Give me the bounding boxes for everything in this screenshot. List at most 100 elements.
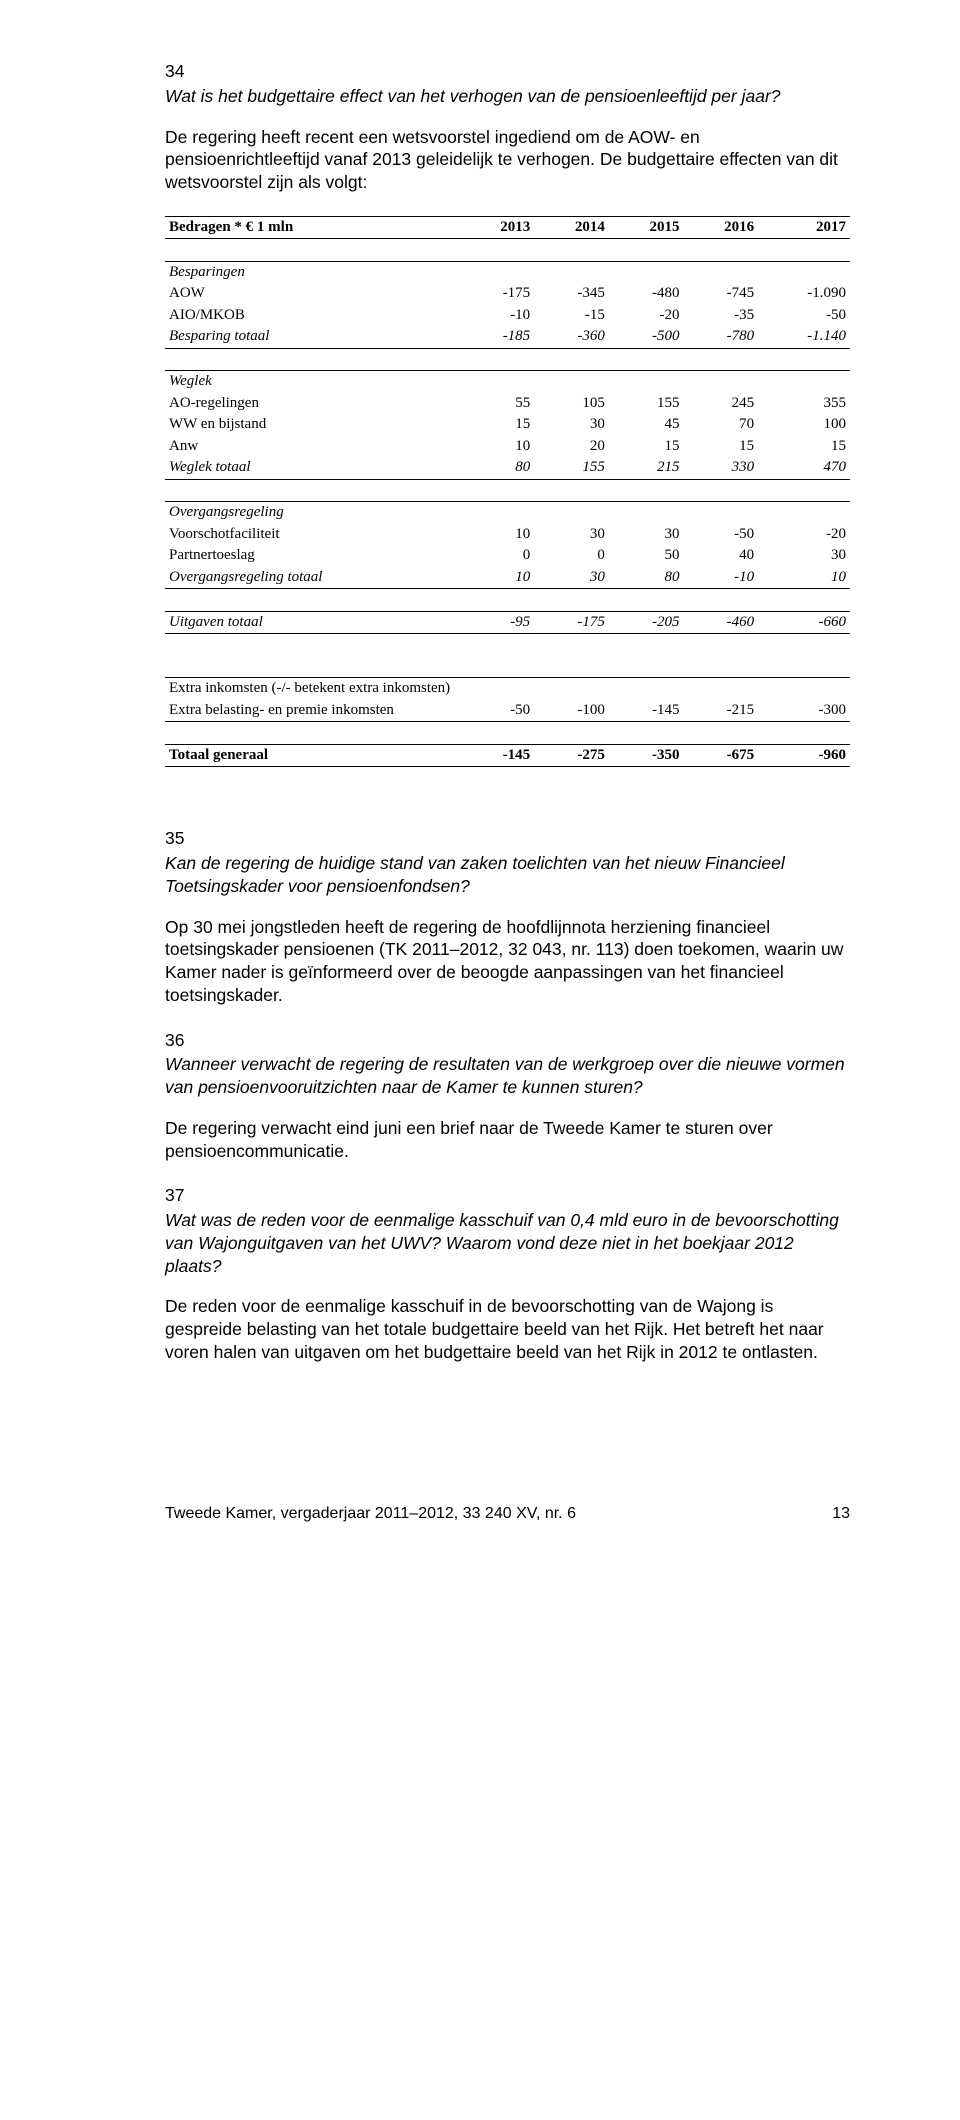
cell: -460 [683,611,758,634]
header-year: 2017 [758,216,850,239]
cell: -745 [683,283,758,305]
page-footer: Tweede Kamer, vergaderjaar 2011–2012, 33… [165,1504,850,1525]
cell: -185 [460,326,535,348]
cell: 15 [683,436,758,458]
row-label: Besparing totaal [165,326,460,348]
spacer-row [165,348,850,371]
q36-question: Wanneer verwacht de regering de resultat… [165,1053,850,1099]
q34-num: 34 [165,60,850,83]
cell: 80 [609,567,684,589]
cell: 45 [609,414,684,436]
cell: 0 [534,545,609,567]
cell: -10 [683,567,758,589]
row-label: AO-regelingen [165,393,460,415]
cell: 10 [758,567,850,589]
cell: -300 [758,700,850,722]
section-label: Extra inkomsten (-/- betekent extra inko… [165,678,850,700]
row-aow: AOW -175 -345 -480 -745 -1.090 [165,283,850,305]
header-label: Bedragen * € 1 mln [165,216,460,239]
row-besparing-totaal: Besparing totaal -185 -360 -500 -780 -1.… [165,326,850,348]
cell: 10 [460,436,535,458]
table-header-row: Bedragen * € 1 mln 2013 2014 2015 2016 2… [165,216,850,239]
row-label: Weglek totaal [165,457,460,479]
cell: 330 [683,457,758,479]
header-year: 2013 [460,216,535,239]
q35-question: Kan de regering de huidige stand van zak… [165,852,850,898]
cell: 15 [460,414,535,436]
row-label: Partnertoeslag [165,545,460,567]
cell: 355 [758,393,850,415]
row-aio: AIO/MKOB -10 -15 -20 -35 -50 [165,305,850,327]
cell: -10 [460,305,535,327]
q37-num: 37 [165,1184,850,1207]
cell: 10 [460,567,535,589]
spacer-row [165,479,850,502]
section-label: Besparingen [165,261,460,283]
cell: -145 [609,700,684,722]
row-label: Anw [165,436,460,458]
row-label: Extra belasting- en premie inkomsten [165,700,460,722]
cell: 40 [683,545,758,567]
q34-question: Wat is het budgettaire effect van het ve… [165,85,850,108]
footer-page-number: 13 [832,1504,850,1525]
cell: 30 [534,414,609,436]
row-weglek-totaal: Weglek totaal 80 155 215 330 470 [165,457,850,479]
cell: -15 [534,305,609,327]
row-label: AOW [165,283,460,305]
cell: 100 [758,414,850,436]
row-voorschot: Voorschotfaciliteit 10 30 30 -50 -20 [165,524,850,546]
overgang-head: Overgangsregeling [165,502,850,524]
cell: 155 [534,457,609,479]
cell: 30 [609,524,684,546]
cell: 30 [534,567,609,589]
cell: -1.090 [758,283,850,305]
cell: -20 [609,305,684,327]
cell: -100 [534,700,609,722]
spacer-row [165,589,850,612]
section-label: Overgangsregeling [165,502,460,524]
row-ww: WW en bijstand 15 30 45 70 100 [165,414,850,436]
cell: -175 [460,283,535,305]
row-label: Overgangsregeling totaal [165,567,460,589]
spacer-row [165,656,850,678]
cell: 215 [609,457,684,479]
cell: -960 [758,744,850,767]
row-extra-bel: Extra belasting- en premie inkomsten -50… [165,700,850,722]
cell: 70 [683,414,758,436]
besparingen-head: Besparingen [165,261,850,283]
header-year: 2014 [534,216,609,239]
cell: 105 [534,393,609,415]
row-uitgaven-totaal: Uitgaven totaal -95 -175 -205 -460 -660 [165,611,850,634]
q36-num: 36 [165,1029,850,1052]
cell: -20 [758,524,850,546]
row-anw: Anw 10 20 15 15 15 [165,436,850,458]
spacer-row [165,239,850,262]
cell: 50 [609,545,684,567]
spacer-row [165,634,850,656]
cell: 470 [758,457,850,479]
cell: -205 [609,611,684,634]
row-label: AIO/MKOB [165,305,460,327]
q35-answer: Op 30 mei jongstleden heeft de regering … [165,916,850,1007]
cell: -1.140 [758,326,850,348]
q35-num: 35 [165,827,850,850]
cell: -175 [534,611,609,634]
row-label: Voorschotfaciliteit [165,524,460,546]
cell: -50 [683,524,758,546]
cell: 10 [460,524,535,546]
extra-head: Extra inkomsten (-/- betekent extra inko… [165,678,850,700]
cell: -345 [534,283,609,305]
budget-table: Bedragen * € 1 mln 2013 2014 2015 2016 2… [165,216,850,768]
cell: -50 [460,700,535,722]
row-totaal-generaal: Totaal generaal -145 -275 -350 -675 -960 [165,744,850,767]
cell: 155 [609,393,684,415]
weglek-head: Weglek [165,371,850,393]
cell: 245 [683,393,758,415]
cell: -50 [758,305,850,327]
spacer-row [165,722,850,745]
q34-answer: De regering heeft recent een wetsvoorste… [165,126,850,194]
section-label: Weglek [165,371,460,393]
cell: -350 [609,744,684,767]
footer-left: Tweede Kamer, vergaderjaar 2011–2012, 33… [165,1504,576,1525]
cell: -215 [683,700,758,722]
